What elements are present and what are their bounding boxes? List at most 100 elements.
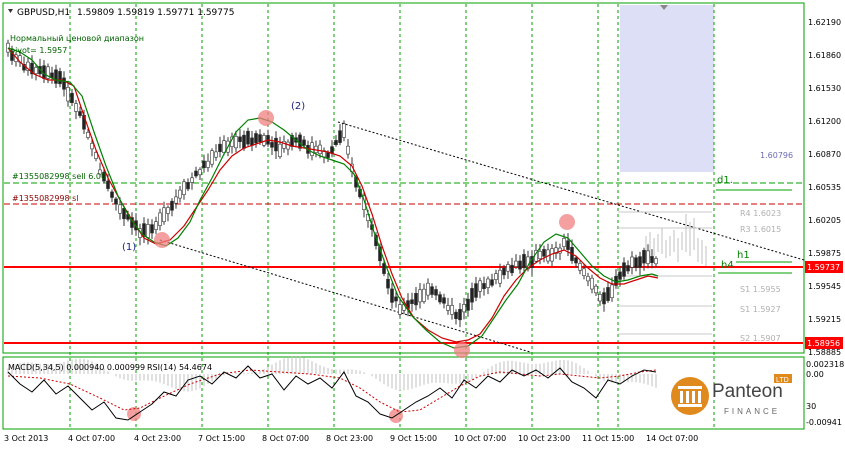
candle-body: [430, 286, 434, 295]
candle-body: [174, 196, 178, 204]
candle-body: [326, 152, 330, 158]
candle-body: [214, 151, 218, 158]
time-tick: 3 Oct 2013: [4, 434, 48, 443]
pivot-r4-label: R4 1.6023: [740, 209, 781, 218]
candle-body: [478, 280, 482, 292]
candle-body: [454, 311, 458, 320]
candle-body: [654, 258, 658, 265]
subwindow-tick-bottom: -0.00941: [806, 418, 842, 427]
candle-body: [590, 277, 594, 290]
candle-body: [566, 240, 570, 250]
candle-body: [254, 133, 258, 144]
candle-body: [638, 256, 642, 268]
ohlc-readout: 1.59809 1.59819 1.59771 1.59775: [77, 8, 234, 18]
candle-body: [390, 288, 394, 303]
candle-body: [54, 69, 58, 84]
wave-label-2: (2): [291, 101, 305, 112]
price-tick: 1.61530: [808, 84, 841, 93]
subwindow-tick-top: 0.002318: [806, 360, 844, 369]
candle-body: [650, 256, 654, 263]
time-tick: 7 Oct 15:00: [198, 434, 245, 443]
indicator-line-1: Нормальный ценовой диапазон: [10, 34, 144, 43]
candle-body: [598, 293, 602, 302]
candle-body: [186, 182, 190, 190]
candle-body: [262, 135, 266, 146]
candle-body: [278, 143, 282, 157]
candle-body: [498, 269, 502, 284]
candle-body: [606, 287, 610, 301]
price-tick: 1.62190: [808, 18, 841, 27]
candle-body: [522, 254, 526, 268]
candle-body: [518, 260, 522, 270]
candle-body: [166, 207, 170, 214]
price-tick: 1.61860: [808, 51, 841, 60]
candle-body: [242, 134, 246, 149]
candle-body: [234, 136, 238, 149]
upper-trendline[interactable]: [337, 121, 805, 261]
lower-trendline[interactable]: [159, 239, 531, 353]
candle-body: [490, 279, 494, 286]
subwindow-tick-30: 30: [806, 402, 816, 411]
candle-body: [26, 61, 30, 71]
dropdown-triangle-icon[interactable]: [8, 9, 13, 13]
time-tick: 10 Oct 23:00: [518, 434, 570, 443]
candle-body: [74, 103, 78, 112]
candle-body: [434, 289, 438, 296]
candle-body: [238, 136, 242, 143]
candle-body: [486, 278, 490, 288]
candle-body: [110, 191, 114, 198]
candle-body: [346, 145, 350, 155]
candle-body: [342, 123, 346, 138]
candle-body: [514, 260, 518, 267]
candle-body: [622, 262, 626, 277]
pivot-s2-label: S2 1.5907: [740, 334, 781, 343]
logo-brand: Panteon: [712, 381, 783, 402]
price-tick: 1.59215: [808, 315, 841, 324]
subwindow-tick-zero: 0.00: [806, 370, 824, 379]
candle-body: [594, 285, 598, 294]
candle-body: [462, 304, 466, 313]
candle-body: [414, 292, 418, 306]
candle-body: [66, 87, 70, 102]
logo-badge-bg: [774, 374, 792, 383]
candle-body: [410, 299, 414, 305]
chart-shift-marker-icon[interactable]: [660, 5, 668, 10]
pivot-s-near-label: S1 1.5955: [740, 285, 781, 294]
candle-body: [458, 308, 462, 321]
candle-body: [98, 169, 102, 175]
candle-body: [150, 224, 154, 234]
rsi-label: RSI(14) 54.4674: [147, 363, 212, 372]
panteon-logo-graphic: Panteon FINANCE LTD: [671, 374, 792, 416]
wave-label-1: (1): [122, 242, 136, 253]
candle-body: [466, 298, 470, 311]
time-tick: 11 Oct 15:00: [582, 434, 634, 443]
candle-body: [70, 92, 74, 103]
ma-green-line: [7, 47, 659, 349]
candle-body: [398, 304, 402, 315]
candle-body: [586, 276, 590, 282]
time-tick: 14 Oct 07:00: [646, 434, 698, 443]
logo-badge: LTD: [776, 377, 789, 384]
candle-body: [182, 181, 186, 196]
time-tick: 4 Oct 07:00: [68, 434, 115, 443]
candle-body: [318, 144, 322, 155]
stop-loss-label: #1355082998 sl: [12, 194, 79, 203]
candle-body: [578, 263, 582, 271]
candle-body: [562, 238, 566, 247]
candle-body: [494, 273, 498, 280]
candle-body: [270, 142, 274, 148]
candle-body: [418, 289, 422, 303]
candle-body: [574, 257, 578, 264]
panteon-logo: Panteon FINANCE LTD: [668, 372, 800, 420]
candle-body: [62, 77, 66, 90]
candle-body: [94, 152, 98, 159]
candle-body: [338, 130, 342, 143]
candle-body: [474, 283, 478, 298]
candle-body: [538, 251, 542, 260]
rsi-line: [7, 365, 657, 421]
candle-body: [470, 288, 474, 303]
candle-body: [146, 224, 150, 238]
sell-order-label: #1355082998 sell 6.00: [12, 172, 106, 181]
candle-body: [282, 141, 286, 149]
candle-body: [442, 297, 446, 304]
